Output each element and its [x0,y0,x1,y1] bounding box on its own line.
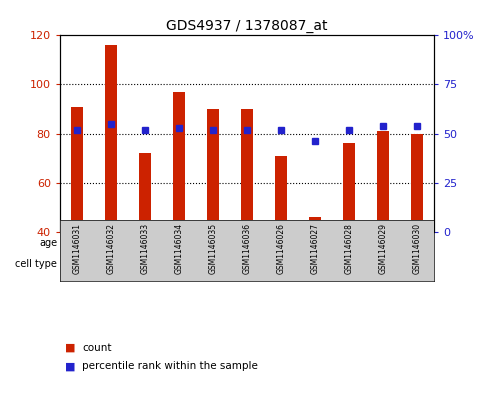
Text: GSM1146033: GSM1146033 [140,223,149,274]
Text: cell type: cell type [15,259,57,269]
Text: GSM1146028: GSM1146028 [345,223,354,274]
Bar [71,107,83,232]
Bar [309,217,321,232]
Bar [139,153,151,232]
Text: 2-3 day neonate: 2-3 day neonate [122,237,202,248]
Bar [105,45,117,232]
Text: GSM1146027: GSM1146027 [310,223,319,274]
Text: GSM1146035: GSM1146035 [209,223,218,274]
Text: percentile rank within the sample: percentile rank within the sample [82,361,258,371]
Bar [264,255,434,274]
Text: ■: ■ [65,361,75,371]
Title: GDS4937 / 1378087_at: GDS4937 / 1378087_at [166,19,328,33]
Text: GSM1146036: GSM1146036 [243,223,251,274]
Bar [60,255,162,274]
Bar [264,233,434,252]
Bar [275,156,287,232]
Text: GSM1146030: GSM1146030 [413,223,422,274]
Bar [60,233,264,252]
Text: 10 week adult: 10 week adult [314,237,384,248]
Bar [411,134,423,232]
Text: GSM1146034: GSM1146034 [175,223,184,274]
Bar [173,92,185,232]
Bar [241,109,253,232]
Text: GSM1146032: GSM1146032 [106,223,115,274]
Bar [377,131,389,232]
Text: GSM1146029: GSM1146029 [379,223,388,274]
Text: beta cells: beta cells [325,259,373,269]
Bar [207,109,219,232]
Text: beta cells: beta cells [87,259,135,269]
Text: GSM1146026: GSM1146026 [276,223,285,274]
Text: ■: ■ [65,343,75,353]
Bar [343,143,355,232]
Text: GSM1146031: GSM1146031 [72,223,81,274]
Text: non-endocrine islet
cells: non-endocrine islet cells [166,253,260,275]
Text: age: age [39,237,57,248]
Bar [162,255,264,274]
Text: count: count [82,343,112,353]
